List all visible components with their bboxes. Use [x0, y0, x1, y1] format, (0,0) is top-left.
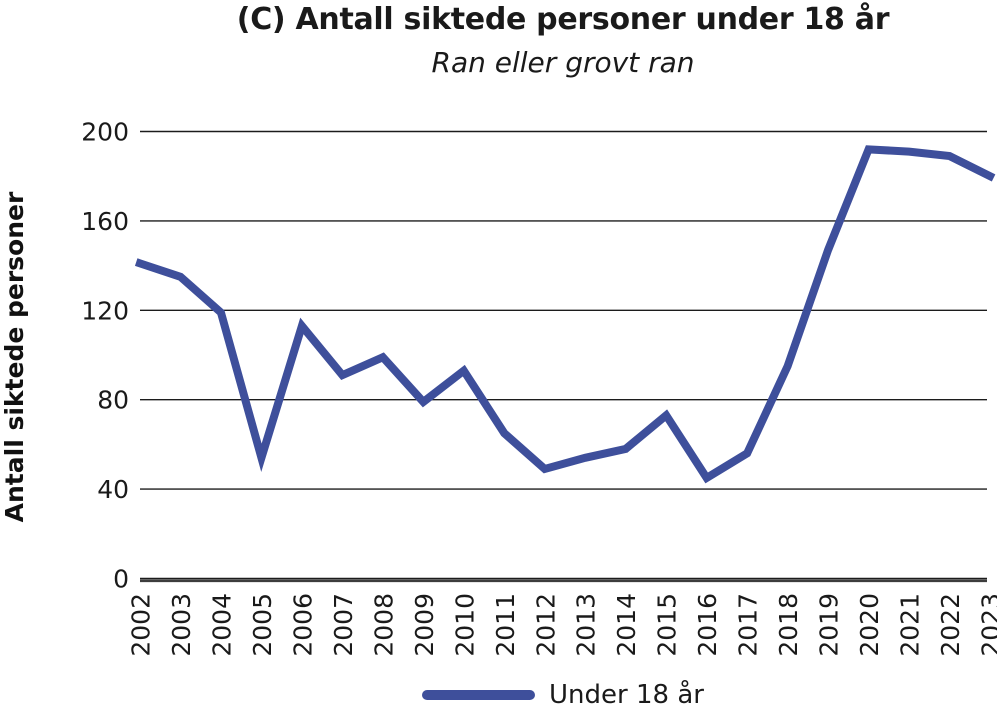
legend: Under 18 år — [140, 680, 986, 710]
x-tick-label: 2011 — [491, 593, 520, 657]
x-tick-label: 2007 — [329, 593, 358, 657]
x-tick-label: 2020 — [855, 593, 884, 657]
y-tick-label: 200 — [81, 118, 129, 147]
y-tick-label: 160 — [81, 207, 129, 236]
x-tick-label: 2010 — [450, 593, 479, 657]
legend-label: Under 18 år — [549, 680, 704, 710]
x-tick-label: 2005 — [248, 593, 277, 657]
x-tick-label: 2014 — [612, 593, 641, 657]
y-tick-label: 80 — [97, 386, 129, 415]
x-tick-label: 2003 — [167, 593, 196, 657]
x-tick-label: 2013 — [572, 593, 601, 657]
x-tick-label: 2023 — [977, 593, 997, 657]
chart-title: (C) Antall siktede personer under 18 år — [236, 2, 890, 37]
y-tick-label: 120 — [81, 296, 129, 325]
x-tick-label: 2022 — [936, 593, 965, 657]
x-tick-label: 2012 — [531, 593, 560, 657]
data-line — [134, 145, 996, 484]
x-tick-label: 2002 — [127, 593, 156, 657]
x-tick-label: 2019 — [815, 593, 844, 657]
x-tick-label: 2008 — [369, 593, 398, 657]
x-tick-label: 2016 — [693, 593, 722, 657]
x-tick-label: 2009 — [410, 593, 439, 657]
y-tick-label: 0 — [113, 565, 129, 594]
x-tick-label: 2018 — [774, 593, 803, 657]
x-tick-label: 2006 — [288, 593, 317, 657]
x-tick-label: 2021 — [896, 593, 925, 657]
x-tick-label: 2017 — [734, 593, 763, 657]
x-tick-label: 2015 — [653, 593, 682, 657]
y-tick-label: 40 — [97, 475, 129, 504]
chart-subtitle: Ran eller grovt ran — [431, 46, 695, 79]
legend-line-swatch — [422, 690, 536, 700]
x-tick-label: 2004 — [207, 593, 236, 657]
